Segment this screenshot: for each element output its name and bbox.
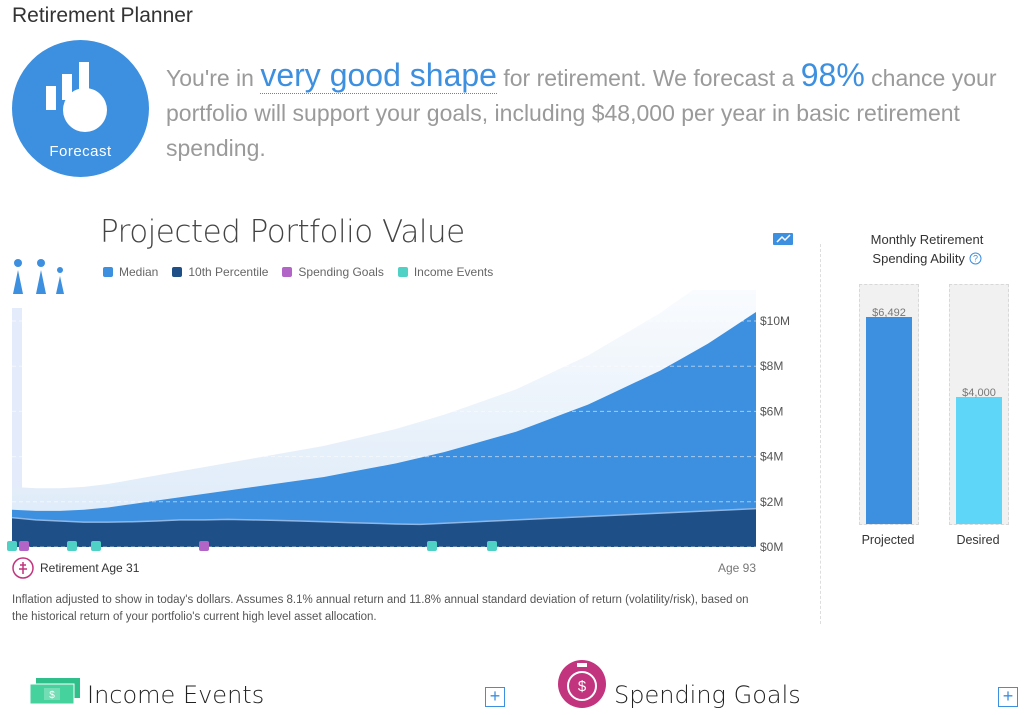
- add-spending-goal-button[interactable]: +: [998, 687, 1018, 707]
- add-income-event-button[interactable]: +: [485, 687, 505, 707]
- svg-text:$: $: [49, 690, 55, 701]
- summary-text-2: for retirement. We forecast a: [496, 65, 801, 91]
- bar-value-label: $4,000: [962, 387, 996, 399]
- bar-category-label: Desired: [956, 533, 1000, 547]
- income-event-marker: [91, 541, 101, 551]
- legend-item[interactable]: Median: [103, 265, 158, 279]
- legend-item[interactable]: Spending Goals: [282, 265, 384, 279]
- legend-swatch: [282, 267, 293, 277]
- median-area: [12, 311, 756, 547]
- chart-footnote: Inflation adjusted to show in today's do…: [12, 594, 749, 623]
- legend-label: Median: [119, 265, 159, 279]
- y-tick-label: $4M: [760, 450, 783, 464]
- monthly-spending-title: Monthly Retirement Spending Ability ?: [852, 230, 1002, 268]
- chart-legend: Median 10th Percentile Spending Goals Incom…: [103, 265, 493, 279]
- help-icon[interactable]: ?: [969, 252, 982, 265]
- income-event-marker: [427, 541, 437, 551]
- y-tick-label: $8M: [760, 359, 783, 373]
- legend-label: Income Events: [413, 265, 494, 279]
- chart-title: Projected Portfolio Value: [100, 214, 465, 250]
- bar-value-label: $6,492: [872, 307, 906, 319]
- people-icon: [13, 259, 64, 294]
- spending-goal-marker: [199, 541, 209, 551]
- retirement-icon: [12, 557, 34, 579]
- retirement-age-label: Retirement Age 31: [40, 561, 140, 575]
- monthly-title-line2: Spending Ability: [872, 251, 965, 266]
- svg-text:?: ?: [973, 254, 978, 264]
- end-age-label: Age 93: [718, 561, 757, 575]
- income-cash-icon: $: [30, 678, 80, 705]
- income-event-marker: [487, 541, 497, 551]
- tenth-percentile-area: [12, 508, 756, 547]
- monthly-title-line1: Monthly Retirement: [870, 232, 984, 247]
- forecast-badge: Forecast: [12, 40, 149, 177]
- divider: [820, 244, 821, 624]
- legend-label: 10th Percentile: [188, 265, 269, 279]
- retirement-band: [12, 308, 22, 547]
- income-events-title: Income Events: [87, 681, 265, 709]
- forecast-chart-icon: [46, 62, 107, 132]
- spending-goals-icon: $: [558, 660, 606, 708]
- bar-fill: [866, 317, 912, 524]
- page-title: Retirement Planner: [12, 4, 193, 27]
- legend-swatch: [172, 267, 183, 277]
- legend-item[interactable]: Income Events: [397, 265, 494, 279]
- legend-swatch: [103, 267, 113, 277]
- spending-goals-title: Spending Goals: [614, 681, 801, 709]
- retirement-marker: Retirement Age 31: [12, 557, 139, 579]
- income-event-marker: [7, 541, 17, 551]
- tenth-percentile-line: [11, 507, 757, 526]
- chart-settings-icon[interactable]: [772, 231, 794, 247]
- bar-track: $4,000: [949, 284, 1009, 525]
- spending-goal-marker: [19, 541, 29, 551]
- y-tick-label: $10M: [760, 314, 790, 328]
- income-event-marker: [67, 541, 77, 551]
- summary-text-1: You're in: [166, 65, 261, 91]
- bar-fill: [956, 397, 1002, 524]
- portfolio-chart: $0M $2M $4M $6M $8M $10M: [7, 290, 790, 554]
- legend-label: Spending Goals: [298, 265, 384, 279]
- legend-item[interactable]: 10th Percentile: [172, 265, 268, 279]
- summary-text-3: chance your portfolio will support your …: [166, 65, 997, 161]
- legend-swatch: [397, 267, 408, 277]
- rating-link[interactable]: very good shape: [260, 57, 497, 94]
- forecast-label: Forecast: [49, 143, 112, 160]
- success-percent: 98%: [800, 57, 865, 93]
- y-tick-label: $0M: [760, 540, 783, 554]
- svg-text:$: $: [578, 678, 587, 695]
- bar-track: $6,492: [859, 284, 919, 525]
- forecast-summary: You're in very good shape for retirement…: [166, 57, 1016, 166]
- bar-category-label: Projected: [861, 533, 915, 547]
- y-tick-label: $6M: [760, 404, 783, 418]
- y-tick-label: $2M: [760, 495, 783, 509]
